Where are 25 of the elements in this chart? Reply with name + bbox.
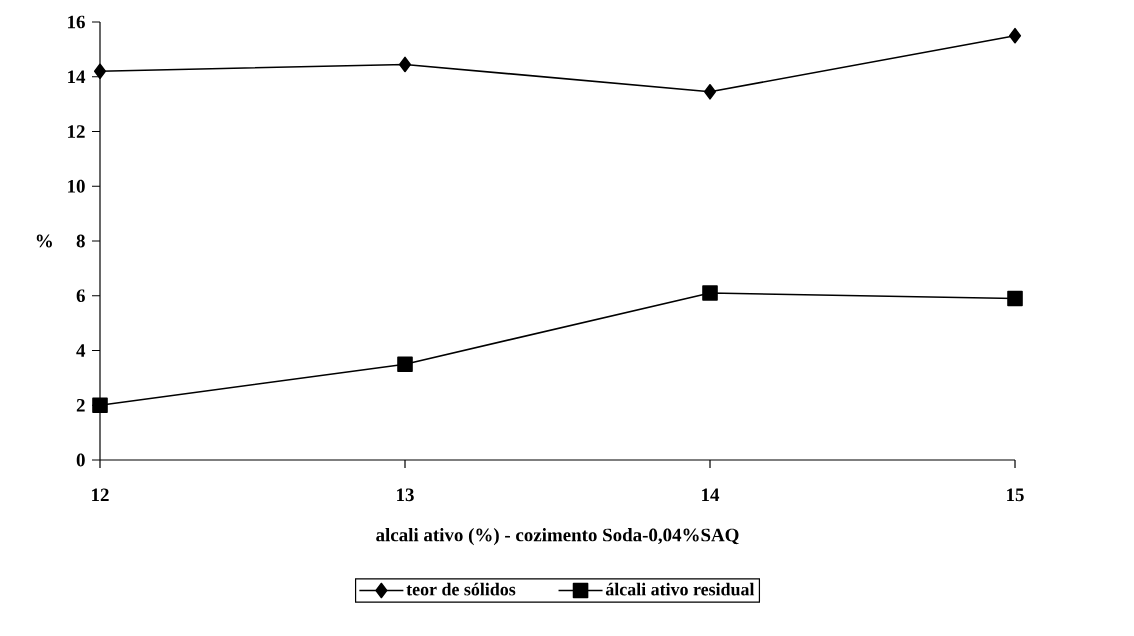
point xyxy=(703,84,717,100)
x-tick-label: 12 xyxy=(92,488,109,502)
y-tick-label: 0 xyxy=(76,453,85,467)
point xyxy=(92,397,108,414)
point xyxy=(397,356,413,372)
x-tick-label: 13 xyxy=(397,488,414,502)
y-tick-label: 4 xyxy=(76,344,86,357)
y-tick-label: 14 xyxy=(68,70,86,83)
x-tick-label: 14 xyxy=(702,488,720,502)
y-tick-label: 6 xyxy=(76,289,85,303)
point xyxy=(93,63,107,80)
point xyxy=(398,56,412,73)
legend-label: álcali ativo residual xyxy=(605,582,755,596)
y-tick-label: 2 xyxy=(76,398,85,412)
y-tick-label: 12 xyxy=(68,125,85,138)
x-tick-label: 15 xyxy=(1007,488,1024,502)
point xyxy=(1007,290,1023,307)
x-axis-title: alcali ativo (%) - cozimento Soda-0,04%SAQ xyxy=(376,528,739,546)
y-tick-label: 8 xyxy=(76,234,85,248)
point xyxy=(1008,27,1022,44)
y-axis-title: % xyxy=(36,234,52,248)
y-tick-label: 16 xyxy=(68,15,85,29)
legend-label: teor de sólidos xyxy=(406,582,516,596)
point xyxy=(702,285,718,301)
y-tick-label: 10 xyxy=(68,179,85,193)
